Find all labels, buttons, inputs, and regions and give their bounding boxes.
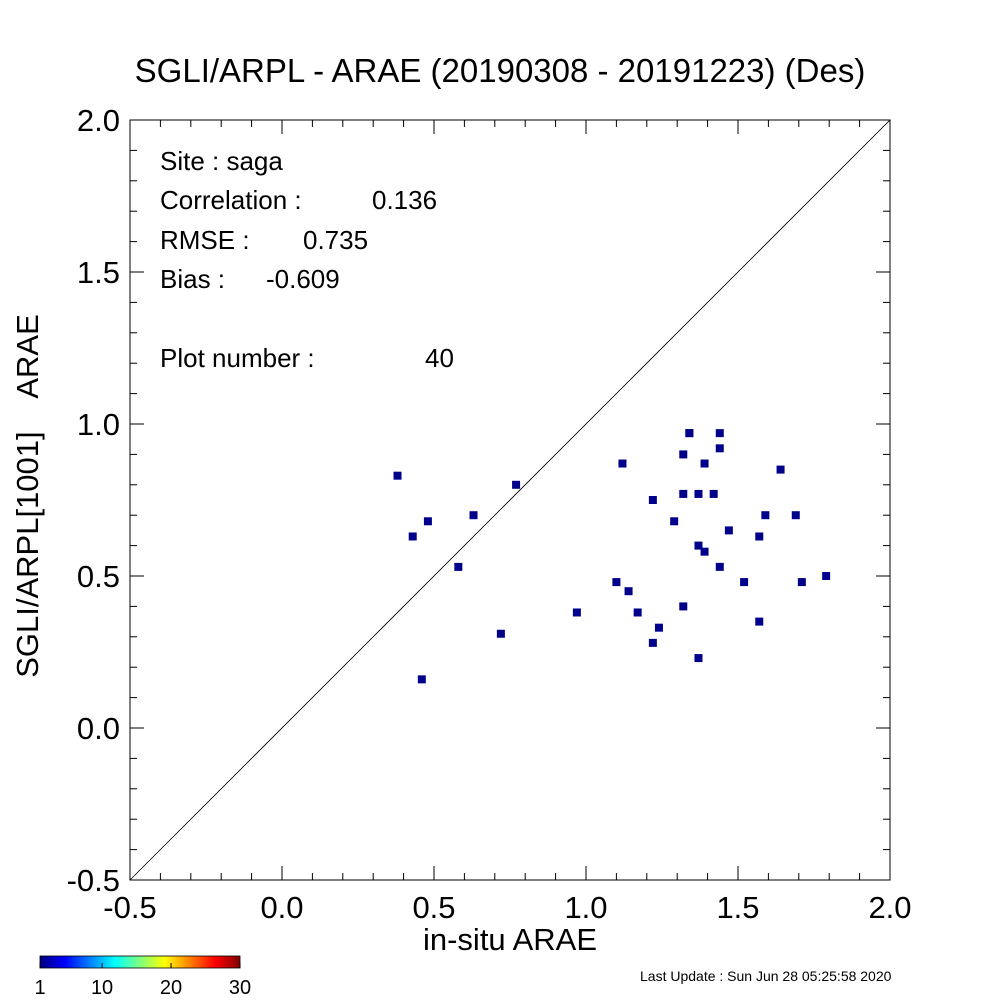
- data-point: [740, 578, 749, 587]
- y-axis-label: SGLI/ARPL[1001] ARAE: [10, 314, 45, 678]
- x-tick-label: -0.5: [103, 890, 156, 925]
- x-tick-label: 0.5: [412, 890, 455, 925]
- colorbar-tick-label: 10: [91, 977, 113, 999]
- data-point: [624, 587, 633, 596]
- y-tick-label: 0.5: [77, 559, 120, 594]
- y-tick-label: 1.5: [77, 255, 120, 290]
- data-point: [648, 638, 657, 647]
- data-point: [679, 450, 688, 459]
- data-point: [633, 608, 642, 617]
- y-tick-label: -0.5: [67, 863, 120, 898]
- last-update-text: Last Update : Sun Jun 28 05:25:58 2020: [640, 968, 892, 984]
- stats-bias-value: -0.609: [266, 264, 340, 294]
- data-point: [755, 617, 764, 626]
- colorbar-tick-label: 30: [229, 977, 251, 999]
- data-point: [512, 480, 521, 489]
- x-tick-label: 1.5: [716, 890, 759, 925]
- stats-rmse-label: RMSE :: [160, 225, 250, 255]
- one-to-one-line: [129, 119, 891, 881]
- data-point: [496, 629, 505, 638]
- plot-frame: [129, 119, 891, 881]
- data-point: [648, 496, 657, 504]
- y-tick-label: 2.0: [77, 103, 120, 138]
- data-point: [685, 429, 694, 438]
- data-point: [700, 547, 709, 556]
- data-point: [618, 459, 627, 468]
- data-point: [715, 429, 724, 438]
- colorbar: [39, 955, 241, 969]
- stats-correlation-label: Correlation :: [160, 185, 302, 215]
- data-point: [469, 511, 478, 520]
- data-point: [654, 623, 663, 632]
- data-point: [694, 654, 703, 663]
- data-point: [724, 526, 733, 535]
- y-tick-label: 0.0: [77, 711, 120, 746]
- data-point: [755, 532, 764, 541]
- data-point: [797, 578, 806, 587]
- data-point: [393, 471, 402, 480]
- stats-bias-label: Bias :: [160, 264, 226, 294]
- data-point: [822, 572, 831, 580]
- data-point: [423, 517, 432, 526]
- data-point: [715, 444, 724, 453]
- data-point: [715, 562, 724, 571]
- stats-rmse-value: 0.735: [303, 225, 369, 255]
- x-axis-label: in-situ ARAE: [423, 922, 597, 957]
- data-point: [694, 489, 703, 498]
- colorbar-tick-label: 1: [34, 977, 45, 999]
- colorbar-tick-label: 20: [160, 977, 182, 999]
- stats-correlation-value: 0.136: [372, 185, 438, 215]
- stats-plot-number-value: 40: [425, 343, 454, 373]
- data-point: [709, 489, 718, 498]
- data-point: [694, 541, 703, 550]
- data-point: [679, 602, 688, 611]
- data-point: [417, 675, 426, 684]
- data-point: [791, 511, 800, 520]
- x-tick-label: 0.0: [260, 890, 303, 925]
- stats-plot-number-label: Plot number :: [160, 343, 315, 373]
- y-tick-label: 1.0: [77, 407, 120, 442]
- data-point: [776, 465, 785, 474]
- data-point: [454, 562, 463, 571]
- x-tick-label: 2.0: [868, 890, 911, 925]
- data-point: [408, 532, 417, 541]
- data-point: [670, 517, 679, 526]
- x-tick-label: 1.0: [564, 890, 607, 925]
- chart-title: SGLI/ARPL - ARAE (20190308 - 20191223) (…: [134, 52, 866, 89]
- stats-site: Site : saga: [160, 146, 283, 176]
- data-point: [572, 608, 581, 617]
- data-point: [761, 511, 770, 520]
- data-point: [679, 489, 688, 498]
- data-point: [700, 459, 709, 468]
- data-point: [612, 578, 621, 587]
